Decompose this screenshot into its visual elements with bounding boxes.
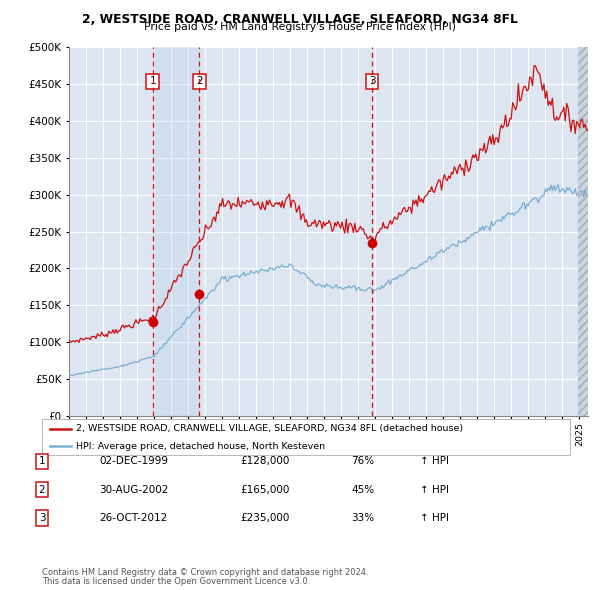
Text: ↑ HPI: ↑ HPI bbox=[420, 457, 449, 466]
Text: Contains HM Land Registry data © Crown copyright and database right 2024.: Contains HM Land Registry data © Crown c… bbox=[42, 568, 368, 577]
Text: 2, WESTSIDE ROAD, CRANWELL VILLAGE, SLEAFORD, NG34 8FL: 2, WESTSIDE ROAD, CRANWELL VILLAGE, SLEA… bbox=[82, 13, 518, 26]
Text: ↑ HPI: ↑ HPI bbox=[420, 485, 449, 494]
Text: 33%: 33% bbox=[351, 513, 374, 523]
Text: £235,000: £235,000 bbox=[240, 513, 289, 523]
Text: 1: 1 bbox=[38, 457, 46, 466]
Text: 45%: 45% bbox=[351, 485, 374, 494]
Text: 76%: 76% bbox=[351, 457, 374, 466]
Text: 30-AUG-2002: 30-AUG-2002 bbox=[99, 485, 169, 494]
Text: £128,000: £128,000 bbox=[240, 457, 289, 466]
Text: 02-DEC-1999: 02-DEC-1999 bbox=[99, 457, 168, 466]
Text: 3: 3 bbox=[38, 513, 46, 523]
Text: £165,000: £165,000 bbox=[240, 485, 289, 494]
Text: This data is licensed under the Open Government Licence v3.0.: This data is licensed under the Open Gov… bbox=[42, 577, 310, 586]
FancyBboxPatch shape bbox=[42, 419, 570, 455]
Text: 2: 2 bbox=[38, 485, 46, 494]
Bar bbox=[153, 47, 199, 416]
Text: 2: 2 bbox=[196, 77, 203, 87]
Bar bbox=[578, 47, 588, 416]
Text: 3: 3 bbox=[369, 77, 376, 87]
Text: 1: 1 bbox=[149, 77, 156, 87]
Text: 26-OCT-2012: 26-OCT-2012 bbox=[99, 513, 167, 523]
Bar bbox=[578, 47, 588, 416]
Text: Price paid vs. HM Land Registry's House Price Index (HPI): Price paid vs. HM Land Registry's House … bbox=[144, 22, 456, 32]
Text: HPI: Average price, detached house, North Kesteven: HPI: Average price, detached house, Nort… bbox=[76, 442, 325, 451]
Text: 2, WESTSIDE ROAD, CRANWELL VILLAGE, SLEAFORD, NG34 8FL (detached house): 2, WESTSIDE ROAD, CRANWELL VILLAGE, SLEA… bbox=[76, 424, 463, 433]
Text: ↑ HPI: ↑ HPI bbox=[420, 513, 449, 523]
